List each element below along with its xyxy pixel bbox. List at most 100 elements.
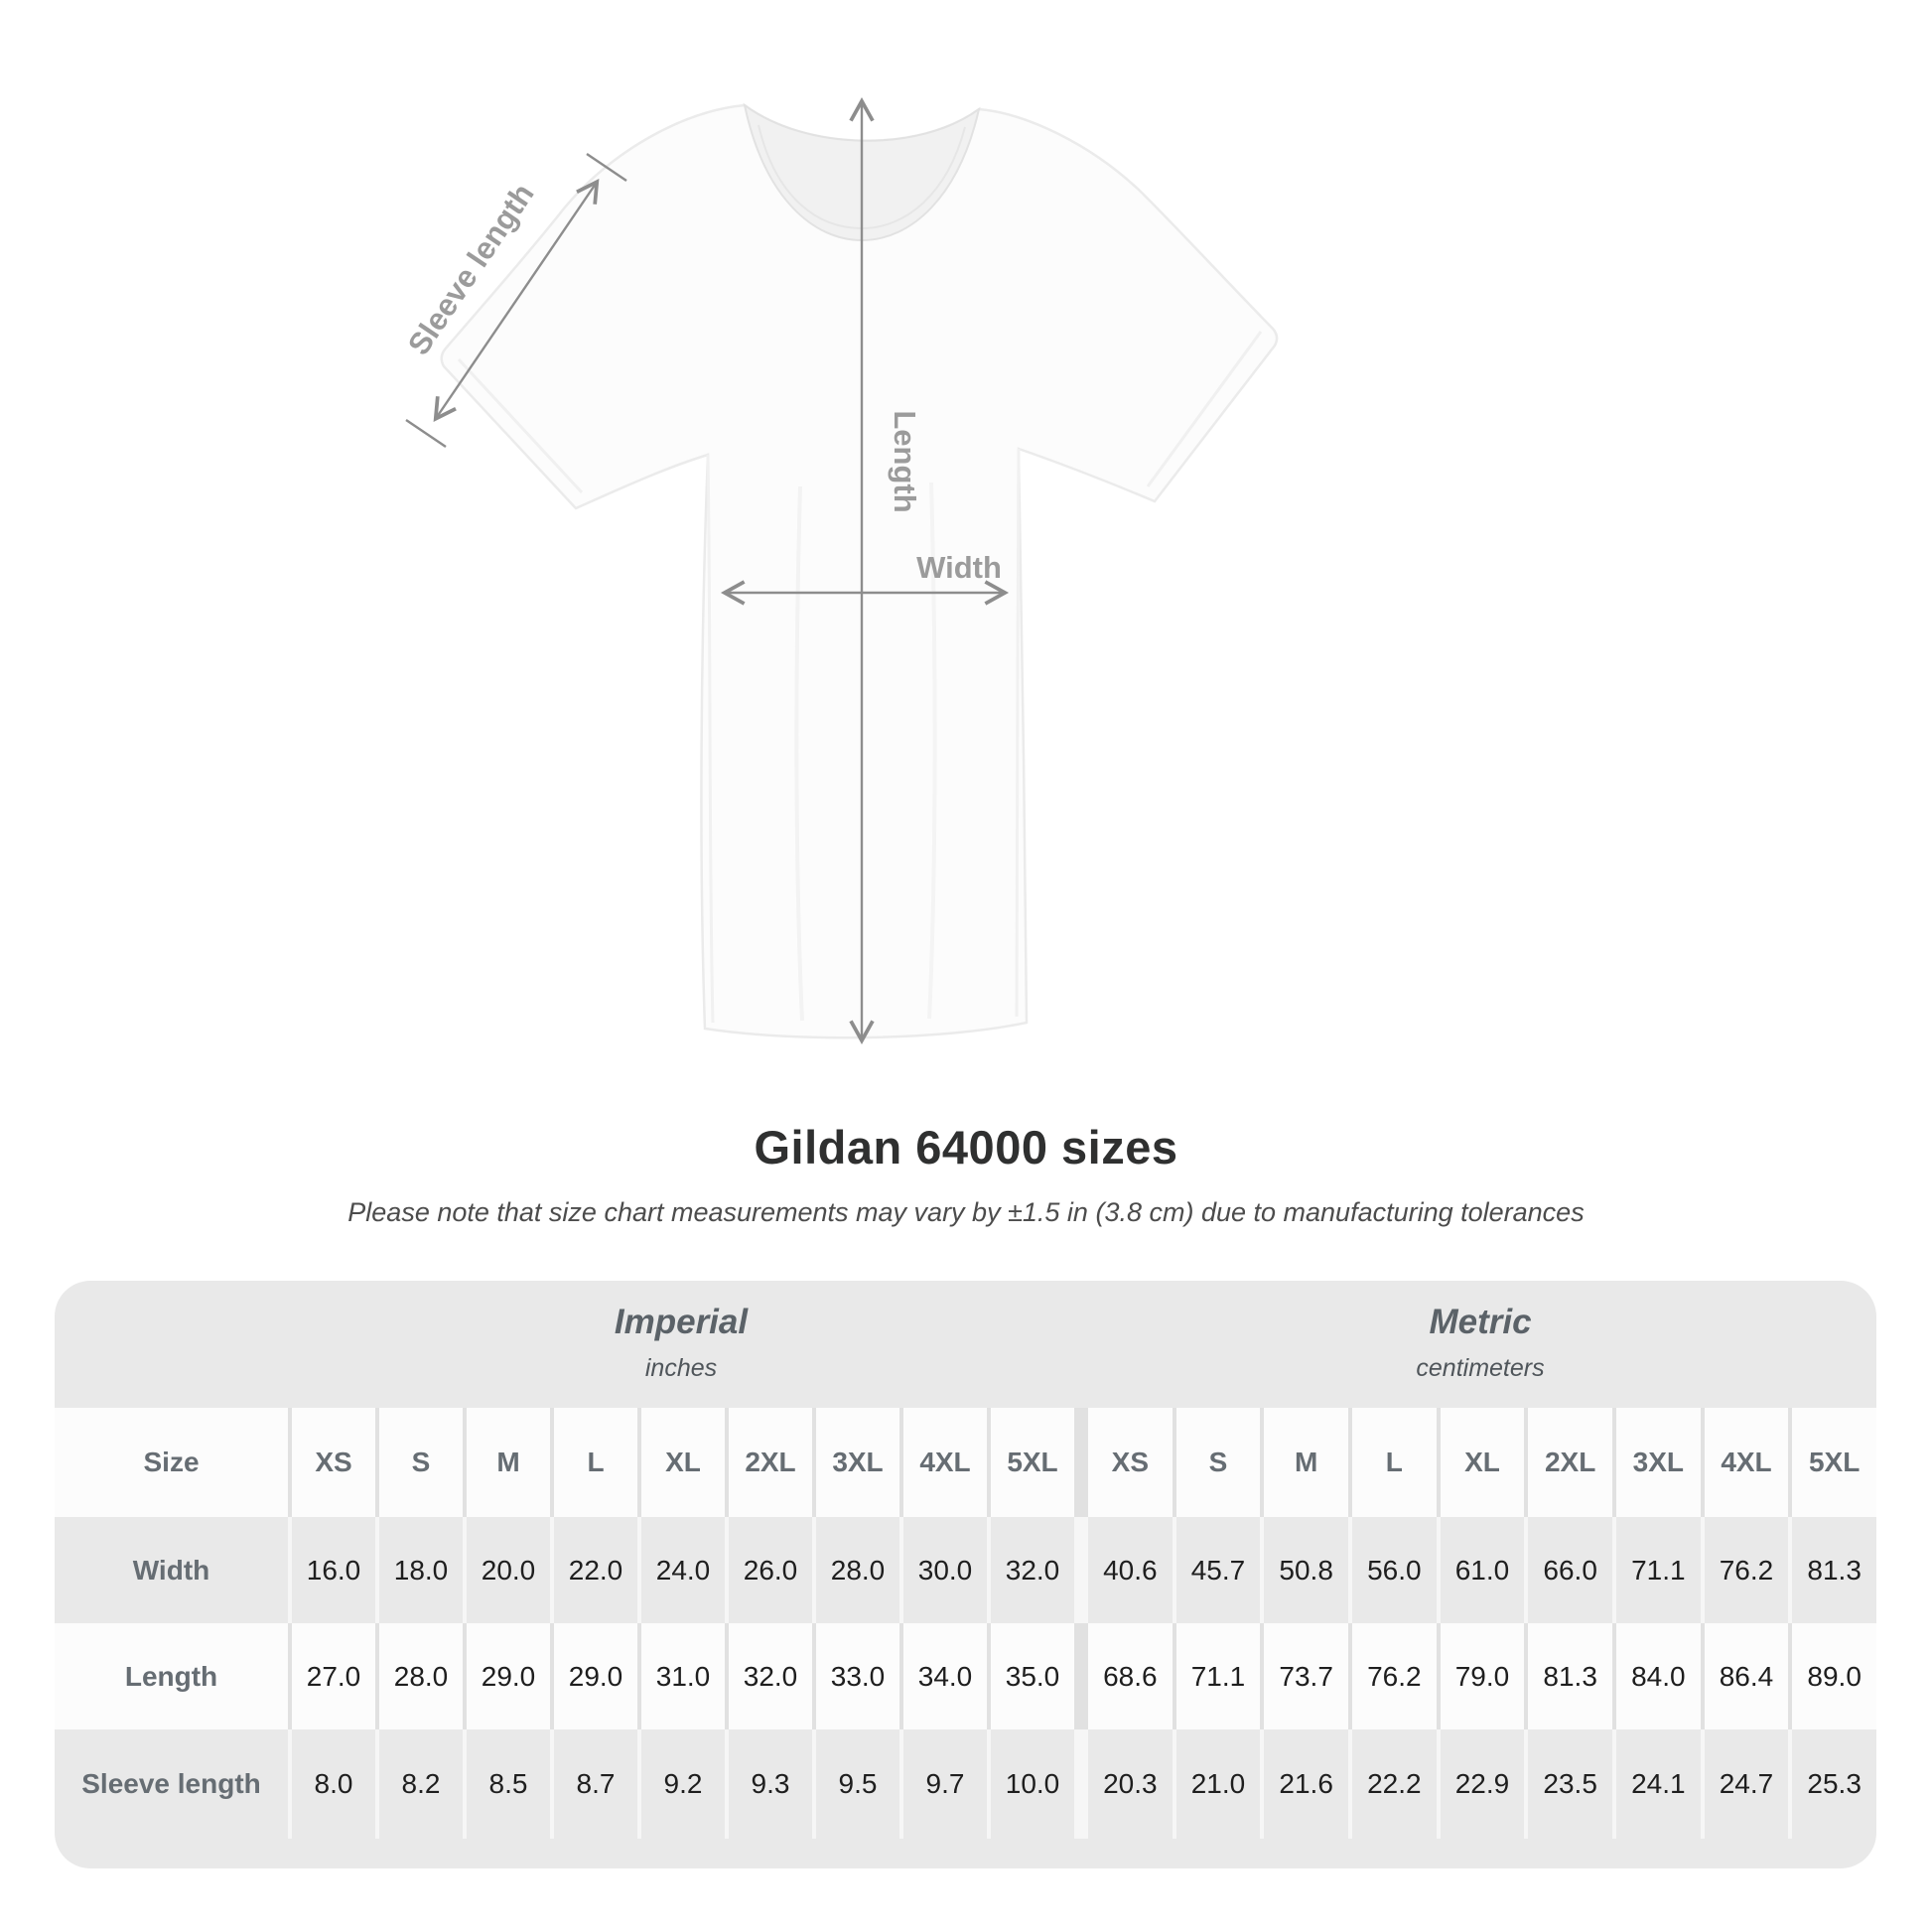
value-cell-metric: 20.3 (1084, 1729, 1173, 1839)
value-cell-imperial: 18.0 (375, 1517, 463, 1623)
sleeve-dimension-arrow (433, 178, 600, 423)
value-cell-imperial: 20.0 (463, 1517, 550, 1623)
value-cell-metric: 66.0 (1524, 1517, 1612, 1623)
size-header-metric-xs: XS (1084, 1408, 1173, 1517)
value-cell-imperial: 29.0 (550, 1623, 637, 1729)
value-cell-imperial: 35.0 (987, 1623, 1074, 1729)
metric-unit-group: Metric centimeters (1084, 1281, 1876, 1408)
size-header-metric-xl: XL (1436, 1408, 1525, 1517)
metric-group-title: Metric (1429, 1303, 1532, 1341)
size-header-imperial-5xl: 5XL (987, 1408, 1074, 1517)
width-row: Width 16.0 18.0 20.0 22.0 24.0 26.0 28.0 30.0 32.… (55, 1517, 1876, 1623)
size-header-imperial-2xl: 2XL (725, 1408, 812, 1517)
row-label: Sleeve length (81, 1768, 261, 1799)
value-cell-imperial: 10.0 (987, 1729, 1074, 1839)
value-cell-metric: 22.2 (1347, 1729, 1437, 1839)
metric-group-unit: centimeters (1416, 1354, 1545, 1382)
units-band: Imperial inches Metric centimeters (55, 1281, 1876, 1408)
group-separator (1074, 1517, 1084, 1623)
value-cell-metric: 79.0 (1436, 1623, 1525, 1729)
imperial-unit-group: Imperial inches (288, 1281, 1074, 1408)
length-label: Length (888, 410, 922, 512)
imperial-group-title: Imperial (614, 1303, 749, 1341)
page-title: Gildan 64000 sizes (754, 1121, 1178, 1173)
size-header-metric-4xl: 4XL (1700, 1408, 1789, 1517)
value-cell-imperial: 8.7 (550, 1729, 637, 1839)
size-header-metric-m: M (1260, 1408, 1348, 1517)
value-cell-metric: 68.6 (1084, 1623, 1173, 1729)
size-chart-panel: Imperial inches Metric centimeters Size X… (55, 1281, 1876, 1868)
value-cell-imperial: 8.0 (288, 1729, 375, 1839)
value-cell-imperial: 28.0 (812, 1517, 899, 1623)
size-header-metric-l: L (1347, 1408, 1437, 1517)
value-cell-imperial: 9.3 (725, 1729, 812, 1839)
size-header-imperial-xs: XS (288, 1408, 375, 1517)
value-cell-metric: 23.5 (1524, 1729, 1612, 1839)
value-cell-metric: 76.2 (1347, 1623, 1437, 1729)
value-cell-metric: 81.3 (1788, 1517, 1876, 1623)
size-header-imperial-s: S (375, 1408, 463, 1517)
value-cell-imperial: 28.0 (375, 1623, 463, 1729)
value-cell-imperial: 8.2 (375, 1729, 463, 1839)
value-cell-imperial: 30.0 (899, 1517, 987, 1623)
value-cell-imperial: 26.0 (725, 1517, 812, 1623)
value-cell-imperial: 16.0 (288, 1517, 375, 1623)
group-separator (1074, 1623, 1084, 1729)
width-label: Width (916, 550, 1002, 585)
sleeve-end-tick (586, 153, 627, 182)
value-cell-metric: 73.7 (1260, 1623, 1348, 1729)
value-cell-imperial: 34.0 (899, 1623, 987, 1729)
row-label: Width (132, 1554, 210, 1586)
value-cell-imperial: 27.0 (288, 1623, 375, 1729)
tshirt-diagram-svg: Sleeve length Length Width (401, 96, 1279, 1045)
sleeve-length-row: Sleeve length 8.0 8.2 8.5 8.7 9.2 9.3 9.5 9.7 10.… (55, 1729, 1876, 1839)
value-cell-imperial: 22.0 (550, 1517, 637, 1623)
value-cell-metric: 50.8 (1260, 1517, 1348, 1623)
size-header-metric-3xl: 3XL (1611, 1408, 1701, 1517)
sleeve-end-tick (405, 419, 447, 448)
value-cell-imperial: 32.0 (725, 1623, 812, 1729)
value-cell-metric: 76.2 (1700, 1517, 1789, 1623)
value-cell-metric: 21.6 (1260, 1729, 1348, 1839)
size-header-metric-5xl: 5XL (1788, 1408, 1876, 1517)
size-header-imperial-3xl: 3XL (812, 1408, 899, 1517)
tshirt-measurement-diagram: Sleeve length Length Width (401, 96, 1279, 1045)
length-row: Length 27.0 28.0 29.0 29.0 31.0 32.0 33.0 34.0 35… (55, 1623, 1876, 1729)
page-subtitle: Please note that size chart measurements… (347, 1197, 1585, 1227)
dimension-lines (405, 96, 1010, 1045)
value-cell-metric: 61.0 (1436, 1517, 1525, 1623)
value-cell-imperial: 9.2 (637, 1729, 725, 1839)
value-cell-metric: 22.9 (1436, 1729, 1525, 1839)
value-cell-imperial: 33.0 (812, 1623, 899, 1729)
size-header-row: Size XS S M L XL 2XL 3XL 4XL 5XL XS S M L XL 2XL 3XL 4XL 5… (55, 1408, 1876, 1517)
imperial-group-unit: inches (644, 1354, 718, 1382)
size-header-imperial-l: L (550, 1408, 637, 1517)
value-cell-metric: 21.0 (1172, 1729, 1261, 1839)
value-cell-metric: 25.3 (1788, 1729, 1876, 1839)
group-separator (1074, 1408, 1084, 1517)
tshirt-illustration (440, 102, 1279, 1039)
value-cell-metric: 40.6 (1084, 1517, 1173, 1623)
value-cell-metric: 24.1 (1611, 1729, 1701, 1839)
value-cell-metric: 81.3 (1524, 1623, 1612, 1729)
size-header-metric-s: S (1172, 1408, 1261, 1517)
value-cell-imperial: 24.0 (637, 1517, 725, 1623)
value-cell-metric: 86.4 (1700, 1623, 1789, 1729)
value-cell-metric: 45.7 (1172, 1517, 1261, 1623)
size-header-imperial-4xl: 4XL (899, 1408, 987, 1517)
size-header-imperial-xl: XL (637, 1408, 725, 1517)
value-cell-imperial: 29.0 (463, 1623, 550, 1729)
value-cell-imperial: 9.7 (899, 1729, 987, 1839)
row-label: Length (124, 1660, 218, 1692)
value-cell-imperial: 9.5 (812, 1729, 899, 1839)
value-cell-metric: 71.1 (1611, 1517, 1701, 1623)
value-cell-imperial: 31.0 (637, 1623, 725, 1729)
value-cell-metric: 71.1 (1172, 1623, 1261, 1729)
value-cell-metric: 89.0 (1788, 1623, 1876, 1729)
size-column-header: Size (143, 1447, 200, 1477)
size-header-imperial-m: M (463, 1408, 550, 1517)
value-cell-metric: 56.0 (1347, 1517, 1437, 1623)
group-separator (1074, 1729, 1084, 1839)
value-cell-imperial: 8.5 (463, 1729, 550, 1839)
value-cell-imperial: 32.0 (987, 1517, 1074, 1623)
